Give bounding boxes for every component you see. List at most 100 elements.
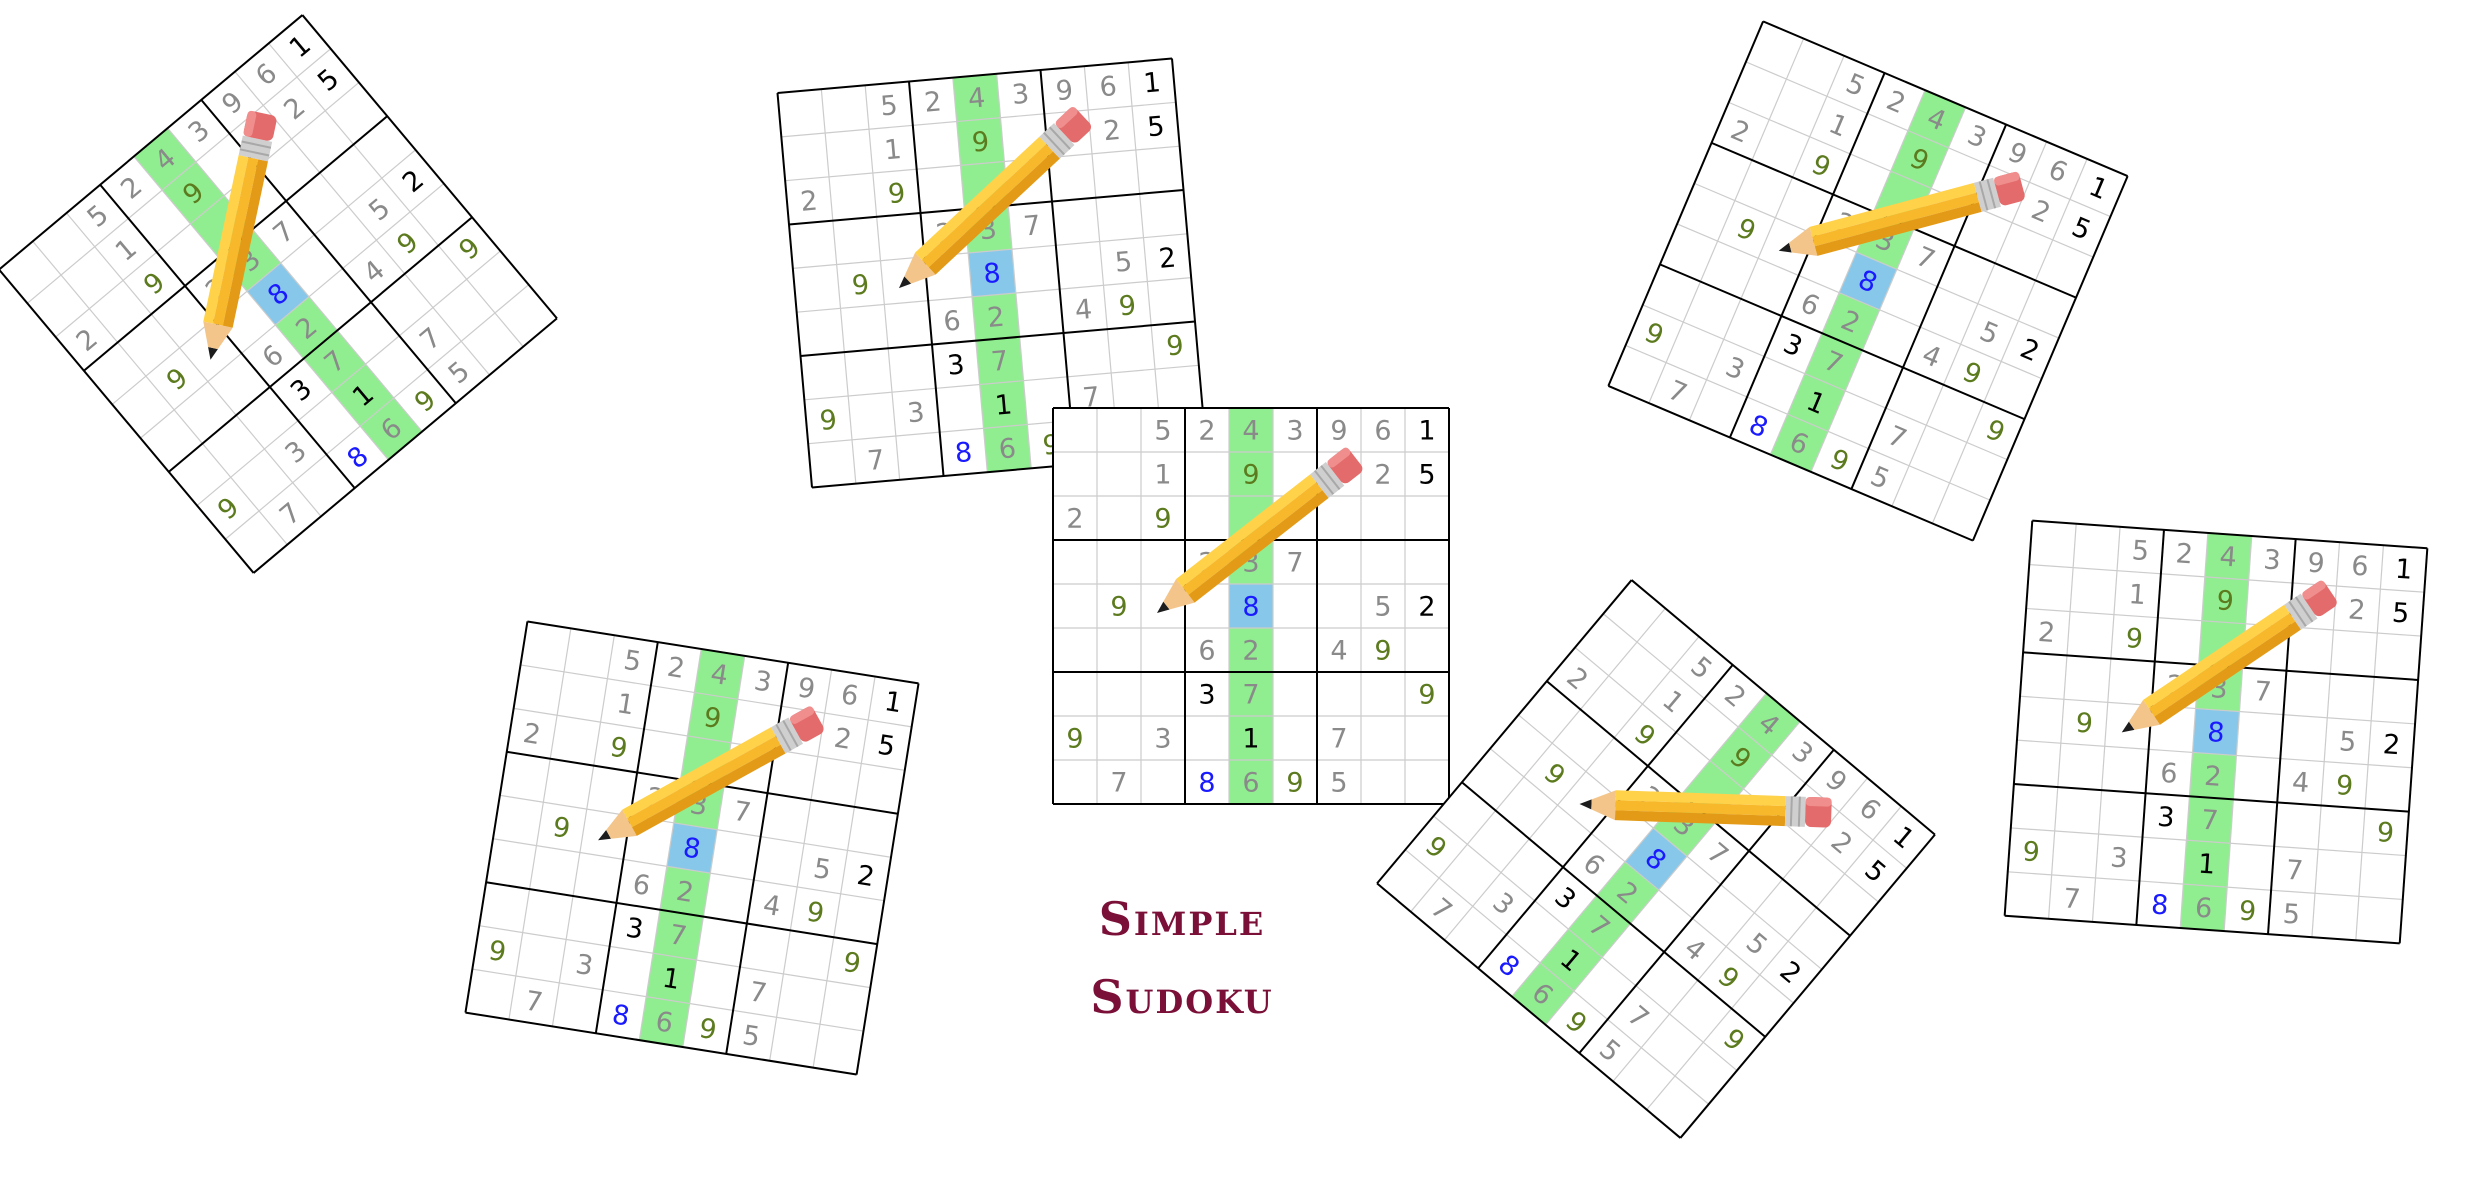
- sudoku-board-top-center: 524396119252923798526249379931778695: [776, 57, 1208, 489]
- cell-digit: 4: [761, 890, 783, 923]
- cell-digit: 5: [2282, 899, 2301, 931]
- cell-digit: 9: [851, 269, 871, 301]
- cell-digit: 6: [1374, 416, 1391, 447]
- pencil-icon: [1579, 790, 1832, 828]
- cell-digit: 7: [866, 445, 886, 477]
- cell-digit: 6: [2350, 551, 2369, 583]
- cell-digit: 8: [681, 832, 703, 865]
- cell-digit: 2: [799, 185, 819, 217]
- cell-digit: 1: [660, 963, 682, 996]
- cell-digit: 5: [1330, 768, 1347, 799]
- cell-digit: 6: [1242, 768, 1259, 799]
- cell-digit: 6: [839, 679, 861, 712]
- cell-digit: 7: [523, 986, 545, 1019]
- cell-digit: 9: [2238, 896, 2257, 928]
- cell-digit: 2: [923, 86, 943, 118]
- cell-digit: 8: [610, 999, 632, 1032]
- cell-digit: 6: [2159, 758, 2178, 790]
- cell-digit: 3: [624, 912, 646, 945]
- cell-digit: 2: [521, 718, 543, 751]
- cell-digit: 2: [2347, 594, 2366, 626]
- sudoku-board-right: 524396119252923798526249379931778695: [2003, 519, 2429, 945]
- cell-digit: 9: [608, 732, 630, 765]
- highlighted-cell: [968, 249, 1016, 297]
- sudoku-grid: 524396119252923798526249379931778695: [1607, 20, 2129, 542]
- cell-digit: 1: [2128, 579, 2147, 611]
- sudoku-board-top-left: 524396119252923798526249379931778695: [0, 14, 558, 574]
- cell-digit: 5: [879, 90, 899, 122]
- cell-digit: 6: [1098, 71, 1118, 103]
- sudoku-board-bottom-center-right: 524396119252923798526249379931778695: [1376, 579, 1936, 1139]
- cell-digit: 3: [1198, 680, 1215, 711]
- cell-digit: 9: [2215, 585, 2234, 617]
- cell-digit: 9: [1418, 680, 1435, 711]
- highlighted-cell: [2192, 708, 2240, 756]
- pencil-icon: [598, 706, 824, 841]
- cell-digit: 4: [1330, 636, 1347, 667]
- cell-digit: 4: [1242, 416, 1259, 447]
- cell-digit: 7: [667, 919, 689, 952]
- cell-digit: 2: [1102, 115, 1122, 147]
- cell-digit: 9: [2075, 708, 2094, 740]
- cell-digit: 2: [674, 876, 696, 909]
- cell-digit: 1: [1418, 416, 1435, 447]
- cell-digit: 2: [1242, 636, 1259, 667]
- cell-digit: 9: [1118, 290, 1138, 322]
- cell-digit: 7: [1330, 724, 1347, 755]
- cell-digit: 3: [2109, 842, 2128, 874]
- cell-digit: 9: [2376, 817, 2395, 849]
- cell-digit: 2: [2037, 617, 2056, 649]
- cell-digit: 5: [2391, 598, 2410, 630]
- cell-digit: 2: [665, 652, 687, 685]
- cell-digit: 9: [2335, 770, 2354, 802]
- cell-digit: 9: [1374, 636, 1391, 667]
- cell-digit: 8: [1198, 768, 1215, 799]
- highlighted-cell: [1839, 252, 1897, 310]
- sudoku-grid: 524396119252923798526249379931778695: [0, 14, 558, 574]
- pencil-icon: [2121, 580, 2337, 733]
- cell-digit: 7: [2200, 805, 2219, 837]
- cell-digit: 9: [841, 947, 863, 980]
- cell-digit: 7: [1286, 548, 1303, 579]
- cell-digit: 6: [653, 1006, 675, 1039]
- sudoku-grid: 524396119252923798526249379931778695: [2003, 519, 2429, 945]
- cell-digit: 2: [1198, 416, 1215, 447]
- cell-digit: 8: [1242, 592, 1259, 623]
- cell-digit: 5: [1374, 592, 1391, 623]
- cell-digit: 5: [811, 853, 833, 886]
- cell-digit: 4: [1074, 294, 1094, 326]
- cell-digit: 3: [573, 949, 595, 982]
- cell-digit: 2: [1158, 242, 1178, 274]
- cell-digit: 7: [2062, 883, 2081, 915]
- cell-digit: 3: [1154, 724, 1171, 755]
- cell-digit: 9: [1286, 768, 1303, 799]
- sudoku-grid: 524396119252923798526249379931778695: [776, 57, 1208, 489]
- cell-digit: 9: [1066, 724, 1083, 755]
- cell-digit: 1: [2394, 554, 2413, 586]
- sudoku-board-bottom-left: 524396119252923798526249379931778695: [464, 620, 920, 1076]
- cell-digit: 4: [967, 82, 987, 114]
- cell-digit: 2: [1066, 504, 1083, 535]
- cell-digit: 1: [2197, 849, 2216, 881]
- cell-digit: 6: [2194, 893, 2213, 925]
- cell-digit: 9: [2125, 623, 2144, 655]
- cell-digit: 5: [622, 645, 644, 678]
- cell-digit: 9: [2021, 836, 2040, 868]
- cell-digit: 9: [1154, 504, 1171, 535]
- cell-digit: 7: [1110, 768, 1127, 799]
- cell-digit: 1: [994, 389, 1014, 421]
- cell-digit: 9: [1242, 460, 1259, 491]
- cell-digit: 7: [990, 345, 1010, 377]
- cell-digit: 5: [2338, 726, 2357, 758]
- cell-digit: 5: [1146, 111, 1166, 143]
- cell-digit: 9: [795, 672, 817, 705]
- cell-digit: 1: [1154, 460, 1171, 491]
- pencil-icon: [898, 106, 1092, 289]
- cell-digit: 5: [875, 729, 897, 762]
- cell-digit: 2: [2382, 729, 2401, 761]
- cell-digit: 9: [971, 126, 991, 158]
- cell-digit: 9: [702, 702, 724, 735]
- cell-digit: 7: [1081, 382, 1101, 414]
- sudoku-grid: 524396119252923798526249379931778695: [1052, 407, 1450, 805]
- title-line-2: Sudoku: [1090, 970, 1274, 1024]
